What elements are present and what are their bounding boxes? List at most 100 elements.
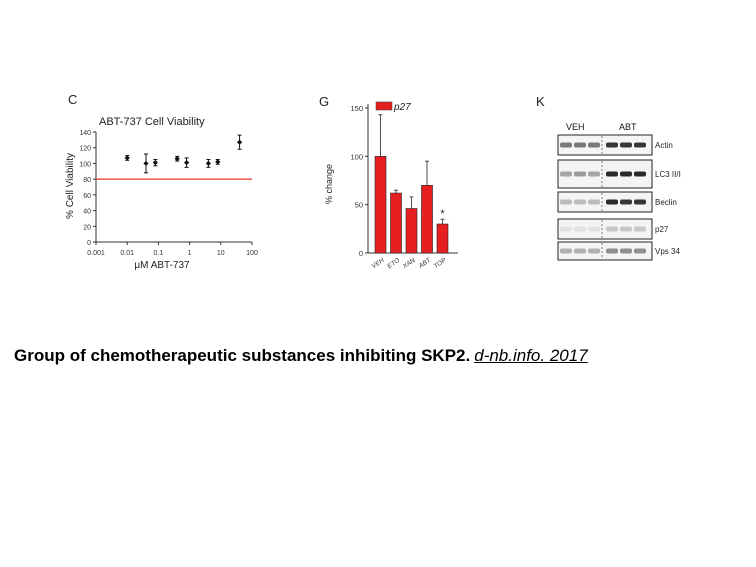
x-tick-label: 100 [246,250,258,257]
point-marker [124,155,130,161]
significance-annotation: * [440,208,445,220]
blot-row-label: LC3 II/I [655,170,681,179]
blot-band [620,248,632,254]
point-marker [143,160,149,167]
x-tick-label: 0.01 [120,250,134,257]
blot-band [560,142,572,148]
blot-band [620,142,632,148]
x-tick-label: ABT [417,256,433,270]
blot-band [606,199,618,205]
blot-band [560,171,572,177]
viability-chart: ABT-737 Cell Viability % Cell Viability … [65,116,258,271]
point-marker [215,159,221,165]
blot-group-veh: VEH [566,122,585,132]
blot-band [560,248,572,254]
caption-text: Group of chemotherapeutic substances inh… [14,346,471,365]
figure-caption: Group of chemotherapeutic substances inh… [14,346,744,366]
blot-band [634,226,646,232]
blot-panel [557,241,653,261]
y-tick-label: 40 [83,209,91,216]
x-tick-label: ETO [386,257,401,270]
data-point [215,159,221,165]
y-axis-label: % change [324,164,334,204]
chart-title: ABT-737 Cell Viability [99,116,205,128]
bar [405,208,418,254]
blot-band [560,226,572,232]
legend-swatch [375,101,393,111]
y-tick-label: 0 [87,240,91,247]
y-tick-label: 100 [350,152,363,161]
blot-band [620,199,632,205]
panel-letter-c: C [68,92,78,107]
data-point [174,155,180,162]
blot-group-abt: ABT [619,122,637,132]
blot-band [634,199,646,205]
blot-band [574,199,586,205]
p27-bar-chart: % change p27 0 50 100 150 * VEH ETO XAN ABT TOP [324,101,458,271]
blot-band [620,171,632,177]
panel-letter-k: K [536,94,545,109]
blot-row: Vps 34 [557,241,680,261]
x-axis-label: μM ABT-737 [134,260,190,271]
blot-row: LC3 II/I [557,159,681,189]
x-tick-label: 0.1 [154,250,164,257]
blot-row: p27 [557,218,669,240]
blot-band [634,248,646,254]
x-tick-label: TOP [433,257,448,271]
x-tick-label: 1 [188,250,192,257]
y-tick-label: 0 [359,249,363,258]
blot-panel [557,218,653,240]
blot-band [606,171,618,177]
y-axis-label: % Cell Viability [65,153,76,219]
data-point [143,153,149,174]
point-marker [183,160,190,166]
blot-band [588,248,600,254]
y-tick-label: 80 [83,177,91,184]
western-blot: VEH ABT Actin LC3 II/I Beclin p27 Vps 34 [556,118,716,268]
blot-band [560,199,572,205]
bar [374,156,387,254]
point-marker [236,139,243,145]
blot-panel [557,134,653,156]
blot-band [574,226,586,232]
blot-band [588,142,600,148]
panel-letter-g: G [319,94,330,109]
blot-band [588,199,600,205]
y-tick-label: 150 [350,104,363,113]
x-tick-label: XAN [401,257,417,271]
data-point [152,159,158,167]
point-marker [152,160,158,166]
y-tick-label: 50 [355,201,363,210]
y-tick-label: 100 [79,161,91,168]
blot-band [574,171,586,177]
blot-row-label: Vps 34 [655,247,680,256]
blot-band [606,142,618,148]
bar [436,223,449,254]
data-point [183,157,190,168]
blot-band [574,142,586,148]
y-tick-label: 20 [83,224,91,231]
bar [390,192,402,254]
blot-band [634,171,646,177]
blot-band [588,171,600,177]
blot-panel [557,191,653,213]
y-tick-label: 140 [79,130,91,137]
blot-band [606,248,618,254]
blot-row: Beclin [557,191,677,213]
blot-band [620,226,632,232]
blot-band [588,226,600,232]
y-tick-label: 120 [79,146,91,153]
x-tick-label: 10 [217,250,225,257]
blot-band [634,142,646,148]
x-tick-label: VEH [371,257,386,271]
y-tick-label: 60 [83,193,91,200]
x-tick-label: 0.001 [87,250,105,257]
data-point [124,155,130,161]
caption-source-link[interactable]: d-nb.info. 2017 [474,346,588,365]
blot-band [574,248,586,254]
bar [421,185,433,254]
point-marker [174,156,180,162]
blot-row-label: p27 [655,225,669,234]
legend-label: p27 [393,102,411,113]
point-marker [205,160,211,167]
